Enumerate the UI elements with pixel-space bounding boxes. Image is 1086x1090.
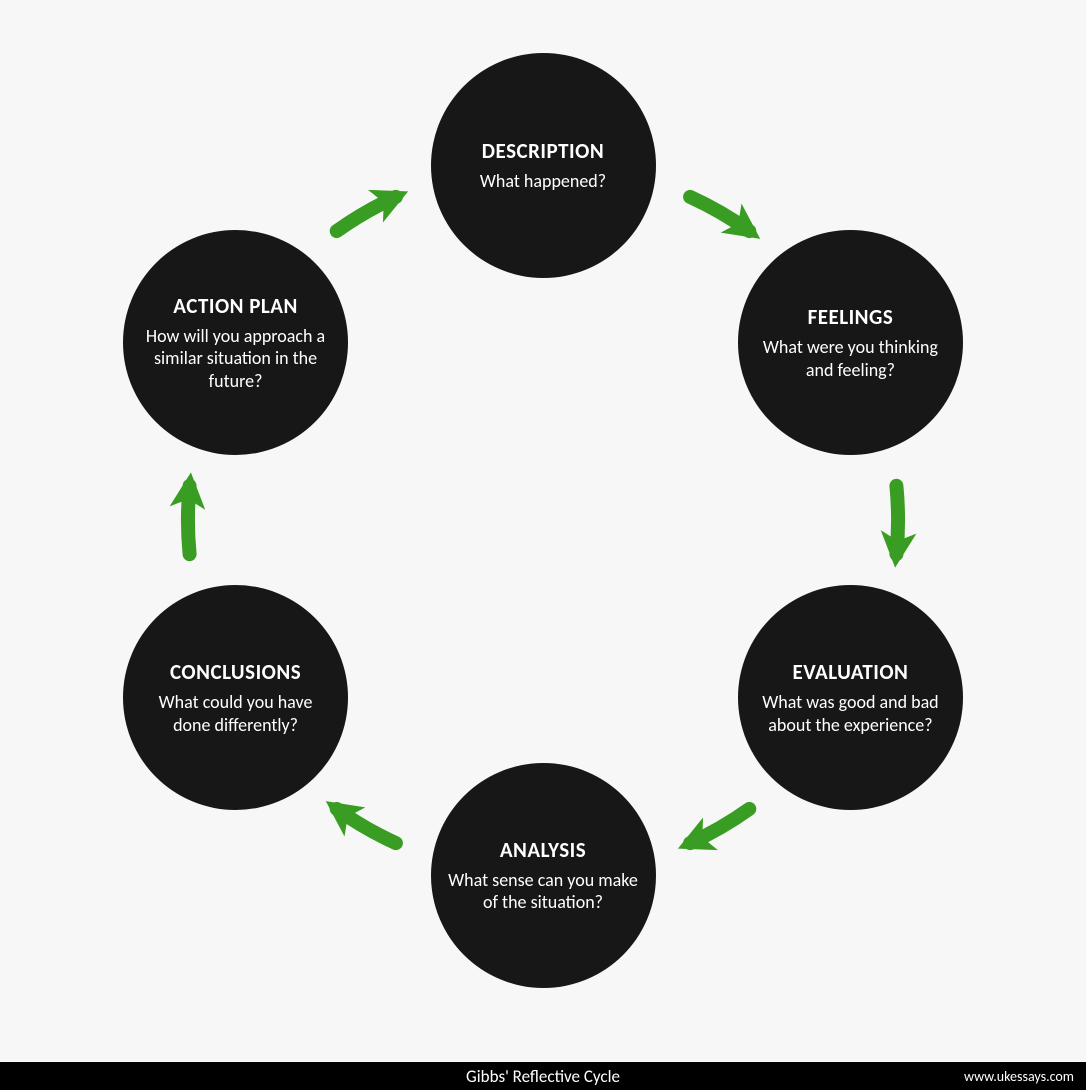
footer-attribution: www.ukessays.com bbox=[964, 1068, 1074, 1085]
cycle-arrow bbox=[337, 809, 396, 843]
cycle-arrows bbox=[0, 0, 1086, 1090]
cycle-diagram: DESCRIPTIONWhat happened?FEELINGSWhat we… bbox=[0, 0, 1086, 1090]
footer-title: Gibbs' Reflective Cycle bbox=[466, 1066, 620, 1087]
cycle-arrow bbox=[690, 197, 749, 231]
cycle-arrow bbox=[896, 486, 898, 554]
cycle-arrow bbox=[188, 486, 190, 554]
footer-bar: Gibbs' Reflective Cycle www.ukessays.com bbox=[0, 1062, 1086, 1090]
cycle-arrow bbox=[337, 197, 396, 231]
cycle-arrow bbox=[690, 809, 749, 843]
